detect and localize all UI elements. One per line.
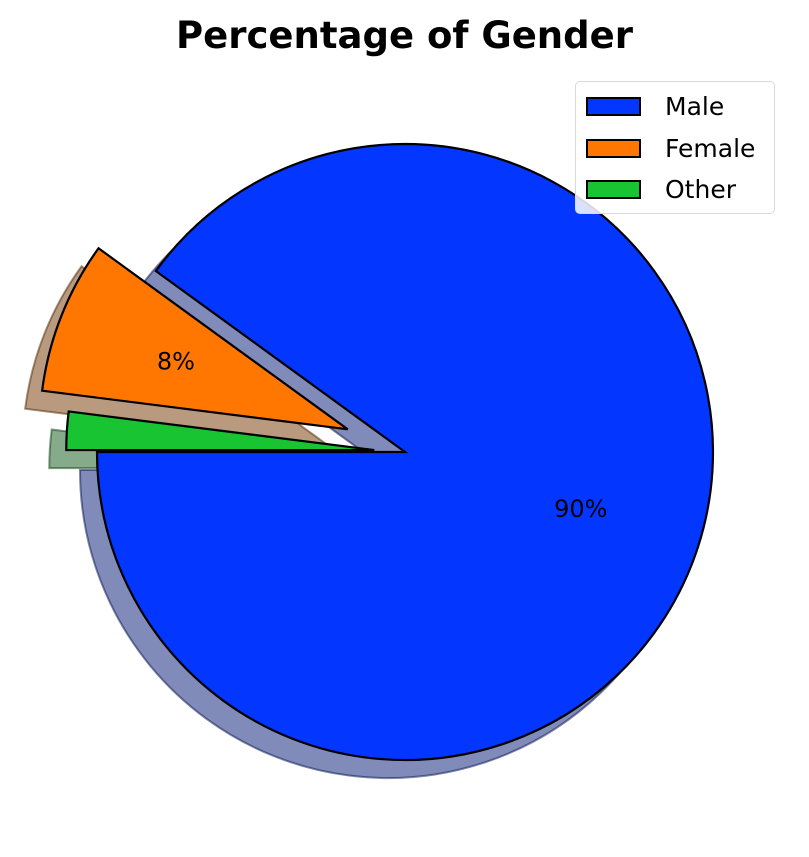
legend-item-male: Male	[586, 91, 724, 121]
pie-slice-label-female: 8%	[157, 347, 195, 375]
pie-slice-female	[40, 246, 349, 431]
pie-slice-label-male: 90%	[554, 495, 607, 523]
legend: Male Female Other	[575, 81, 775, 214]
legend-swatch-female	[586, 138, 641, 158]
pie-slice-male	[95, 142, 715, 762]
pie-slices	[40, 142, 715, 762]
pie-slice-other	[65, 410, 375, 452]
legend-label-female: Female	[665, 133, 756, 163]
legend-item-other: Other	[586, 174, 736, 204]
chart-title: Percentage of Gender	[176, 14, 633, 57]
legend-item-female: Female	[586, 133, 755, 163]
legend-label-other: Other	[665, 174, 736, 204]
legend-label-male: Male	[665, 91, 725, 121]
pie-slice-labels: 90% 8%	[157, 347, 608, 523]
legend-swatch-male	[586, 96, 641, 116]
legend-swatch-other	[586, 179, 641, 199]
